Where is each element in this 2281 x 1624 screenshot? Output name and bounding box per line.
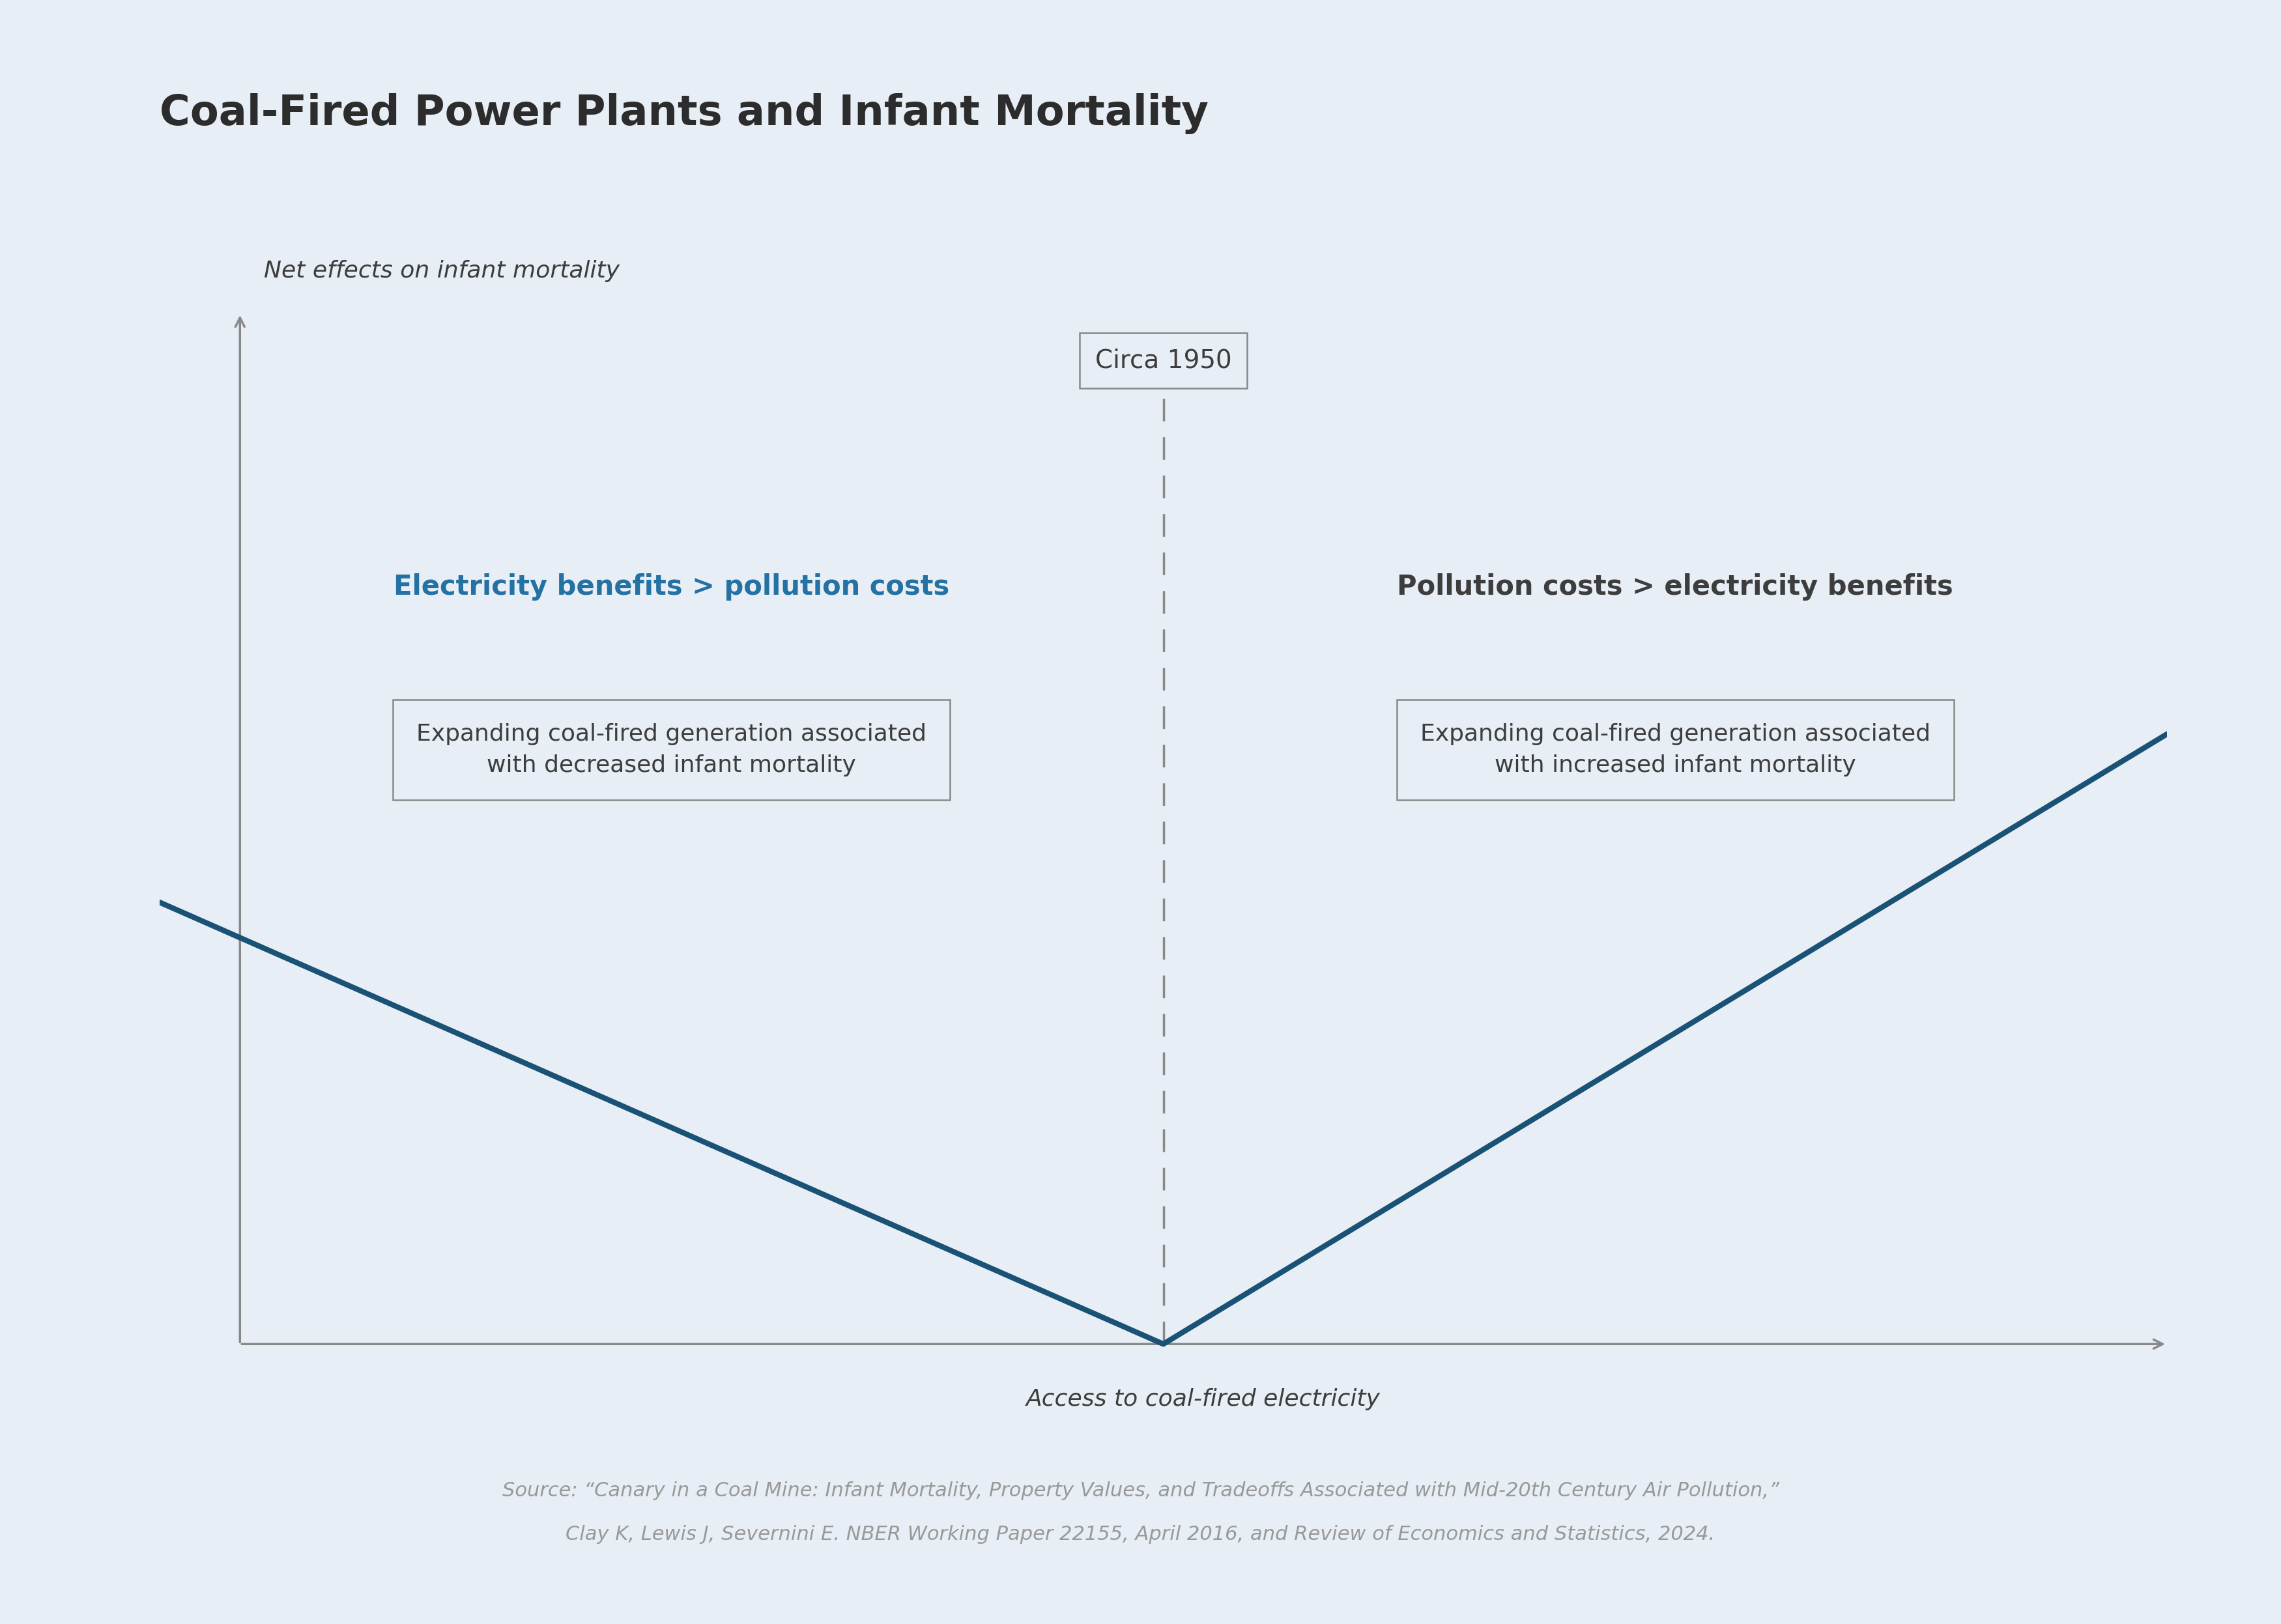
Text: Electricity benefits > pollution costs: Electricity benefits > pollution costs bbox=[395, 573, 949, 601]
Text: Net effects on infant mortality: Net effects on infant mortality bbox=[265, 260, 620, 283]
Text: Access to coal-fired electricity: Access to coal-fired electricity bbox=[1026, 1389, 1380, 1410]
Text: Circa 1950: Circa 1950 bbox=[1095, 348, 1232, 374]
Text: Source: “Canary in a Coal Mine: Infant Mortality, Property Values, and Tradeoffs: Source: “Canary in a Coal Mine: Infant M… bbox=[502, 1481, 1779, 1501]
Text: Clay K, Lewis J, Severnini E. NBER Working Paper 22155, April 2016, and Review o: Clay K, Lewis J, Severnini E. NBER Worki… bbox=[566, 1525, 1715, 1544]
Text: Coal-Fired Power Plants and Infant Mortality: Coal-Fired Power Plants and Infant Morta… bbox=[160, 93, 1209, 135]
Text: Expanding coal-fired generation associated
with increased infant mortality: Expanding coal-fired generation associat… bbox=[1421, 723, 1930, 776]
Text: Pollution costs > electricity benefits: Pollution costs > electricity benefits bbox=[1396, 573, 1953, 601]
Text: Expanding coal-fired generation associated
with decreased infant mortality: Expanding coal-fired generation associat… bbox=[417, 723, 926, 776]
